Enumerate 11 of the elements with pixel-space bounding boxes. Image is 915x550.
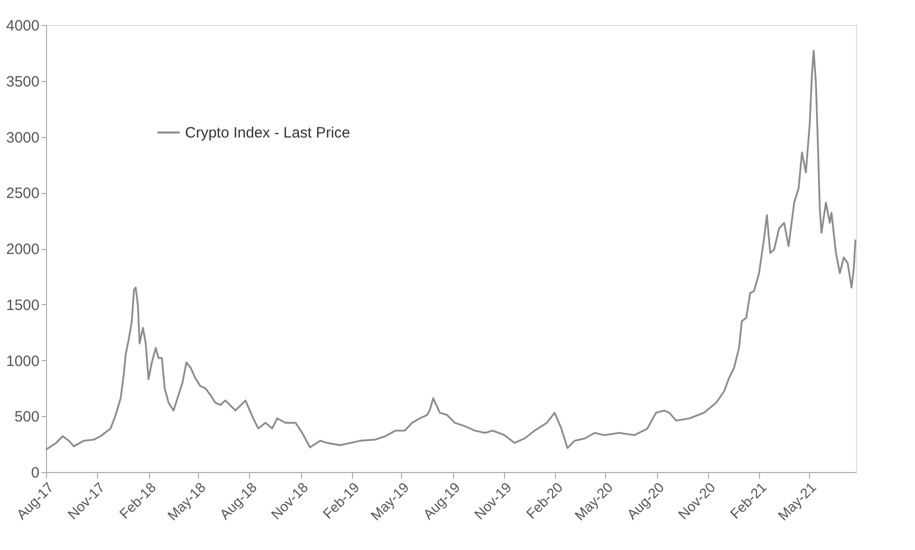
y-tick-label: 2500: [6, 185, 40, 202]
y-tick-label: 500: [14, 408, 40, 426]
y-tick-label: 1000: [6, 352, 40, 370]
y-tick-label: 1500: [6, 296, 40, 314]
line-series: [45, 50, 856, 451]
y-tick-label: 2000: [6, 241, 40, 258]
y-tick-label: 4000: [6, 18, 40, 34]
y-tick-label: 3000: [6, 129, 40, 146]
y-tick-label: 3500: [6, 73, 40, 90]
y-tick-label: 0: [31, 464, 40, 482]
legend-label: Crypto Index - Last Price: [185, 124, 350, 142]
